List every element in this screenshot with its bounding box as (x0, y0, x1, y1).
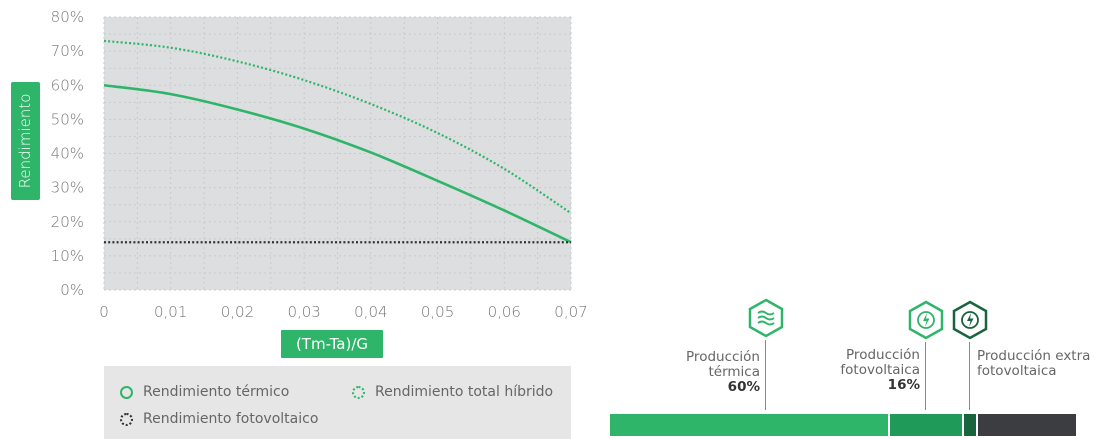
y-axis-ticks: 0% 10% 20% 30% 40% 50% 60% 70% 80% (51, 8, 84, 299)
series-line-thermal (103, 83, 572, 244)
series-lines (103, 39, 572, 244)
x-tick-label: 0,04 (354, 303, 387, 321)
legend-label: Rendimiento total híbrido (375, 384, 554, 400)
y-tick-label: 0% (60, 281, 84, 299)
x-tick-label: 0,02 (221, 303, 254, 321)
callout-line1: Producción (686, 349, 760, 365)
callout-pv: Producción fotovoltaica 16% (820, 348, 920, 393)
legend-item-hybrid: Rendimiento total híbrido (352, 384, 553, 400)
y-tick-label: 50% (51, 110, 84, 128)
y-axis-label: Rendimiento (16, 93, 34, 189)
legend-label: Rendimiento térmico (143, 384, 290, 400)
y-tick-label: 30% (51, 179, 84, 197)
x-tick-label: 0,05 (421, 303, 454, 321)
dotted-circle-icon (352, 385, 365, 399)
callout-line2: térmica (708, 364, 760, 380)
x-tick-label: 0,01 (154, 303, 187, 321)
callout-value: 60% (727, 379, 760, 395)
x-tick-label: 0,03 (287, 303, 320, 321)
callout-line1: Producción (846, 347, 920, 363)
y-tick-label: 60% (51, 76, 84, 94)
x-axis-label: (Tm-Ta)/G (281, 330, 383, 358)
callout-extra-pv: Producción extra fotovoltaica (977, 349, 1094, 379)
y-tick-label: 80% (51, 8, 84, 26)
bar-segment-pv (889, 414, 963, 436)
callout-line (969, 342, 970, 410)
dotted-circle-icon (120, 412, 133, 426)
series-line-hybrid (103, 39, 572, 215)
bar-segment-remainder (978, 414, 1076, 436)
bar-segment-thermal (610, 414, 888, 436)
callout-line1: Producción extra (977, 348, 1091, 364)
callout-line (765, 340, 766, 410)
callout-value: 16% (887, 377, 920, 393)
legend: Rendimiento térmico Rendimiento total hí… (104, 366, 571, 439)
callout-line2: fotovoltaica (977, 363, 1057, 379)
y-tick-label: 40% (51, 145, 84, 163)
legend-item-thermal: Rendimiento térmico (120, 384, 289, 400)
callout-thermal: Producción térmica 60% (670, 350, 760, 395)
solid-circle-icon (120, 385, 133, 399)
legend-label: Rendimiento fotovoltaico (143, 411, 319, 427)
bar-segment-extra-pv (964, 414, 977, 436)
legend-item-pv: Rendimiento fotovoltaico (120, 411, 318, 427)
x-tick-label: 0 (99, 303, 109, 321)
x-axis-ticks: 0 0,01 0,02 0,03 0,04 0,05 0,06 0,07 (99, 303, 587, 321)
grid (103, 16, 572, 291)
lightning-icon (952, 300, 988, 340)
heat-waves-icon (748, 298, 784, 338)
y-tick-label: 70% (51, 42, 84, 60)
callout-line (925, 342, 926, 410)
x-tick-label: 0,07 (554, 303, 587, 321)
y-axis-label-box (11, 82, 40, 200)
callout-line2: fotovoltaica (840, 362, 920, 378)
lightning-icon (908, 300, 944, 340)
y-tick-label: 20% (51, 213, 84, 231)
y-tick-label: 10% (51, 247, 84, 265)
x-tick-label: 0,06 (488, 303, 521, 321)
